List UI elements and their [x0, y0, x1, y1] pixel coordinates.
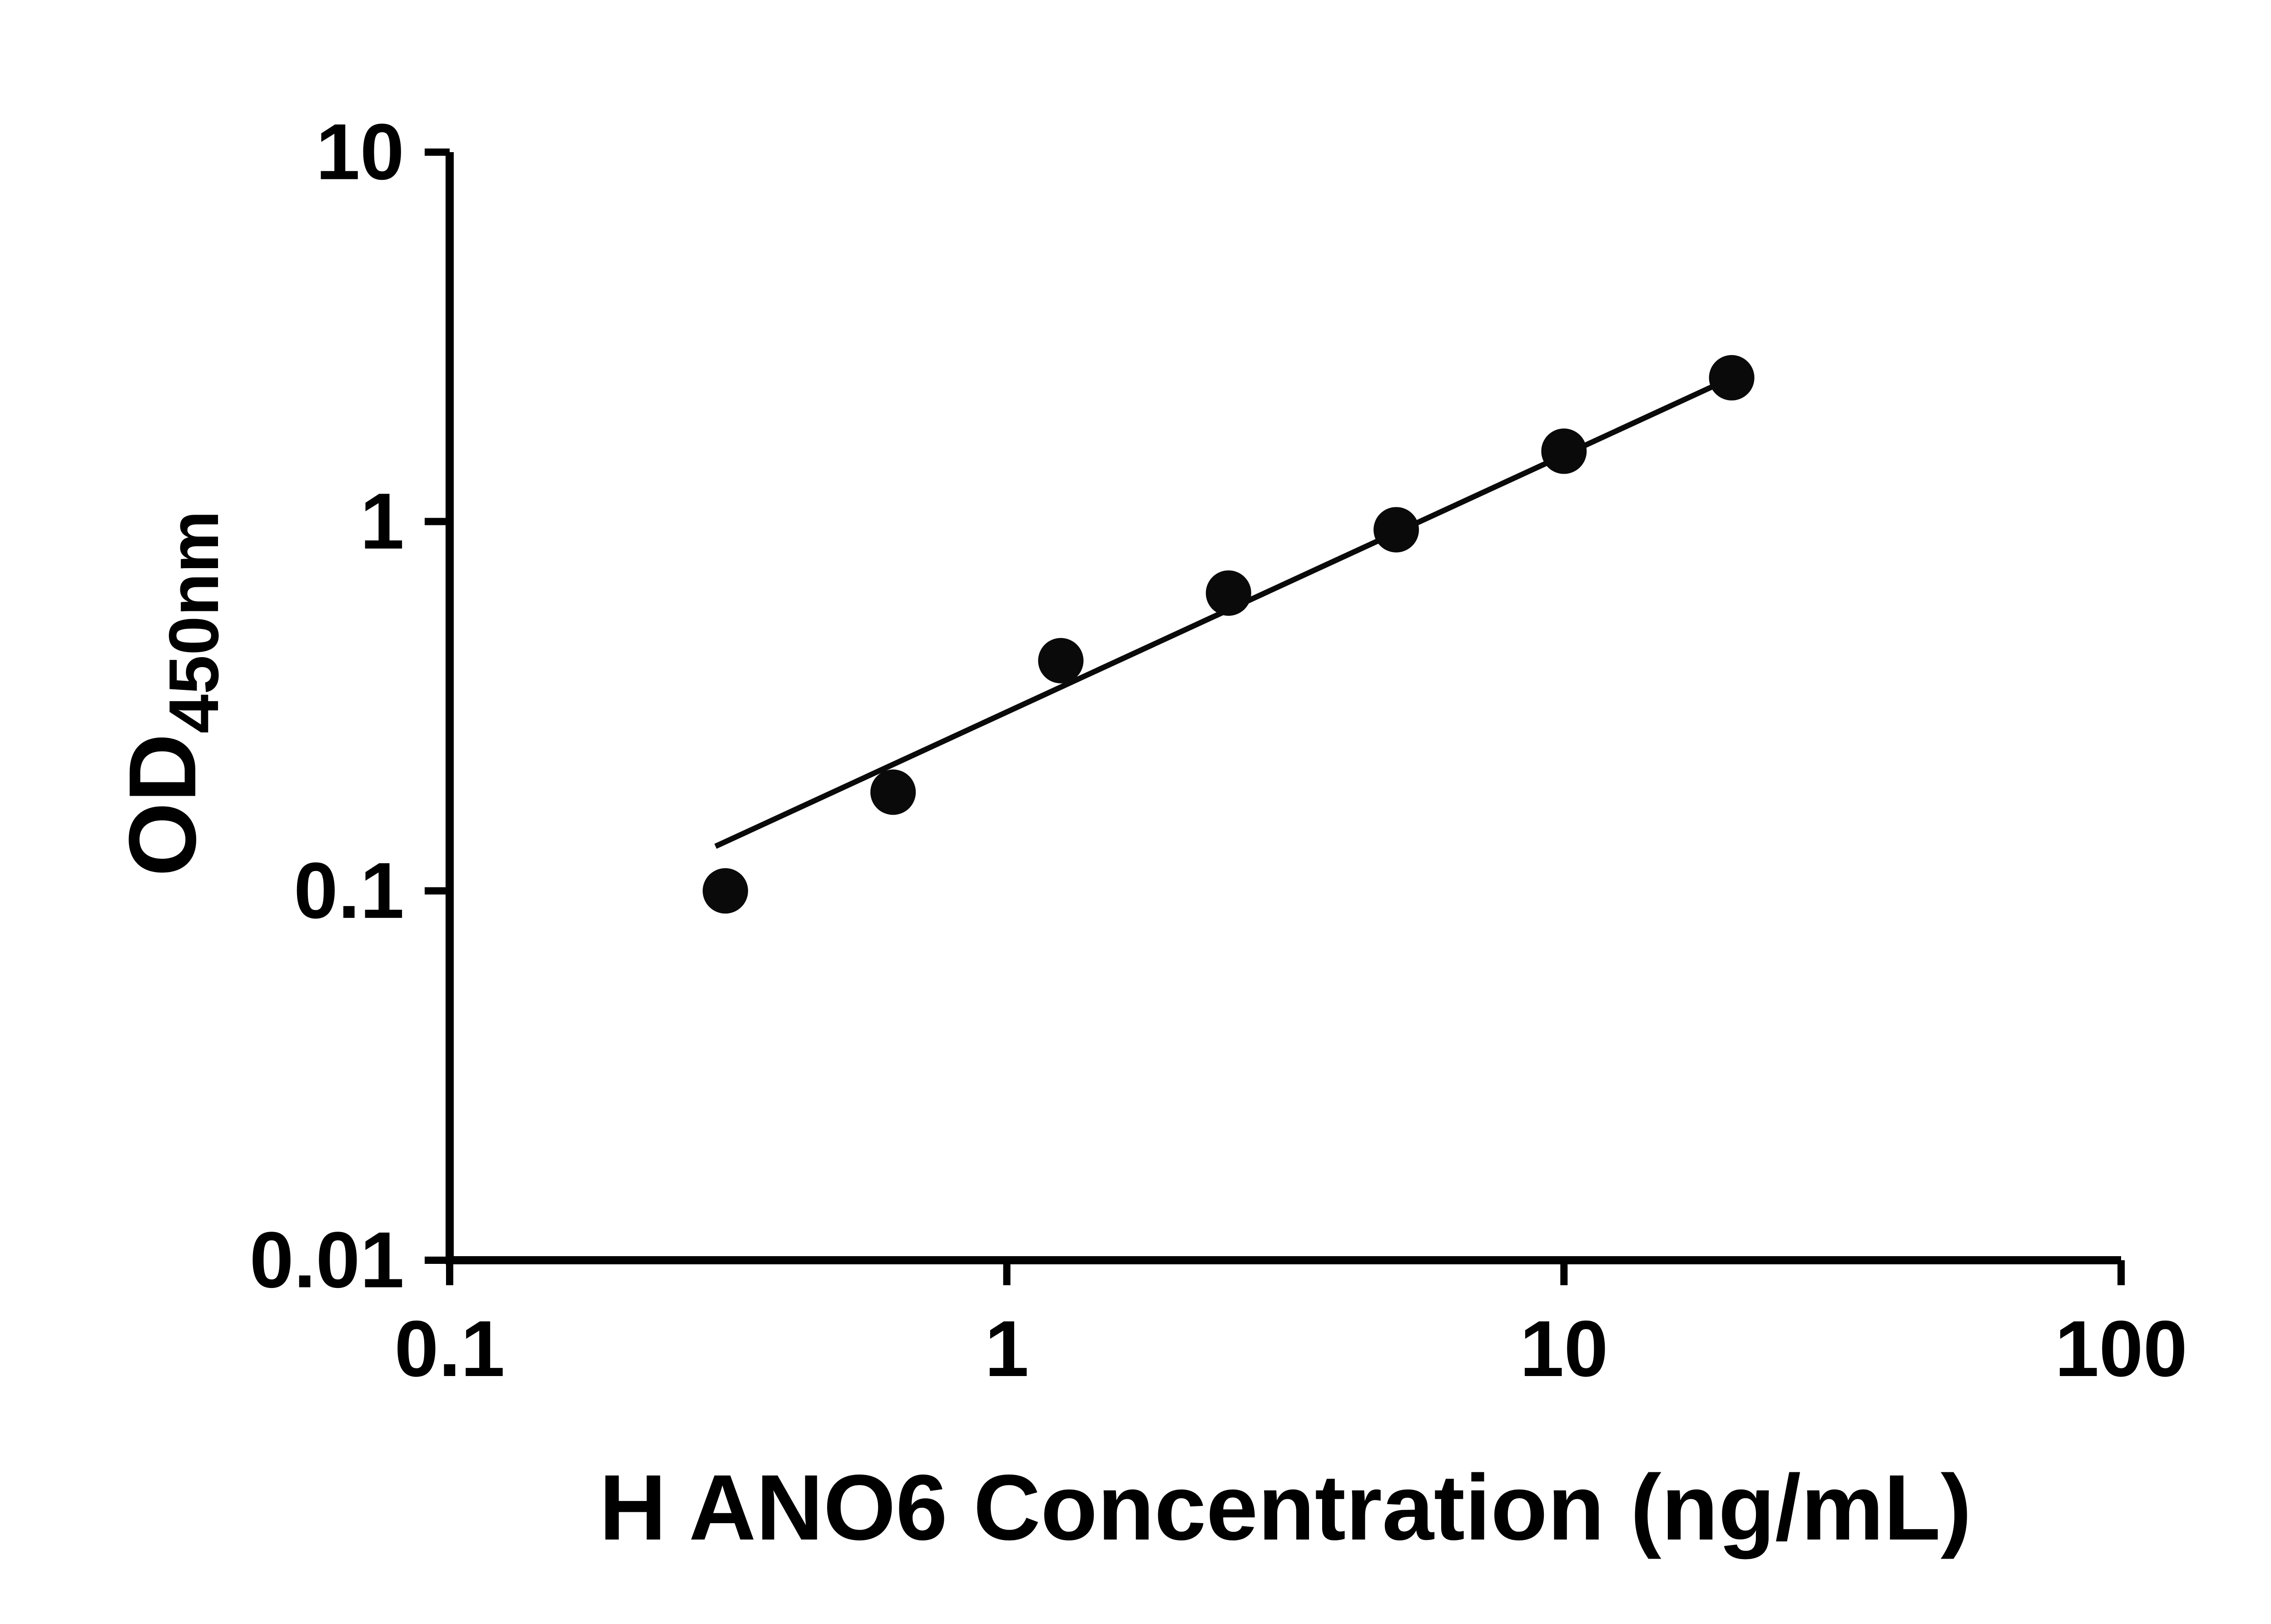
data-point — [1038, 638, 1084, 683]
data-point — [870, 769, 916, 815]
y-axis-title: OD450nm — [109, 510, 233, 876]
y-axis-title-subscript: 450nm — [154, 510, 233, 733]
y-axis-title-main: OD — [109, 733, 216, 876]
data-point — [1374, 507, 1419, 553]
x-axis-tick-label: 1 — [985, 1305, 1029, 1393]
y-axis-tick-label: 0.01 — [249, 1216, 404, 1305]
data-point — [703, 868, 749, 914]
svg-text:OD450nm: OD450nm — [109, 510, 233, 876]
x-axis-tick-label: 0.1 — [394, 1305, 505, 1393]
data-point — [1709, 355, 1755, 401]
y-axis-tick-label: 10 — [316, 108, 404, 197]
data-point — [1205, 570, 1251, 616]
y-axis-tick-label: 0.1 — [294, 847, 404, 935]
x-axis-tick-label: 100 — [2055, 1305, 2187, 1393]
axis-spines — [446, 152, 2121, 1264]
data-point — [1541, 428, 1587, 474]
y-axis-tick-label: 1 — [360, 477, 404, 566]
x-axis-tick-label: 10 — [1520, 1305, 1608, 1393]
x-axis-title: H ANO6 Concentration (ng/mL) — [599, 1456, 1972, 1560]
